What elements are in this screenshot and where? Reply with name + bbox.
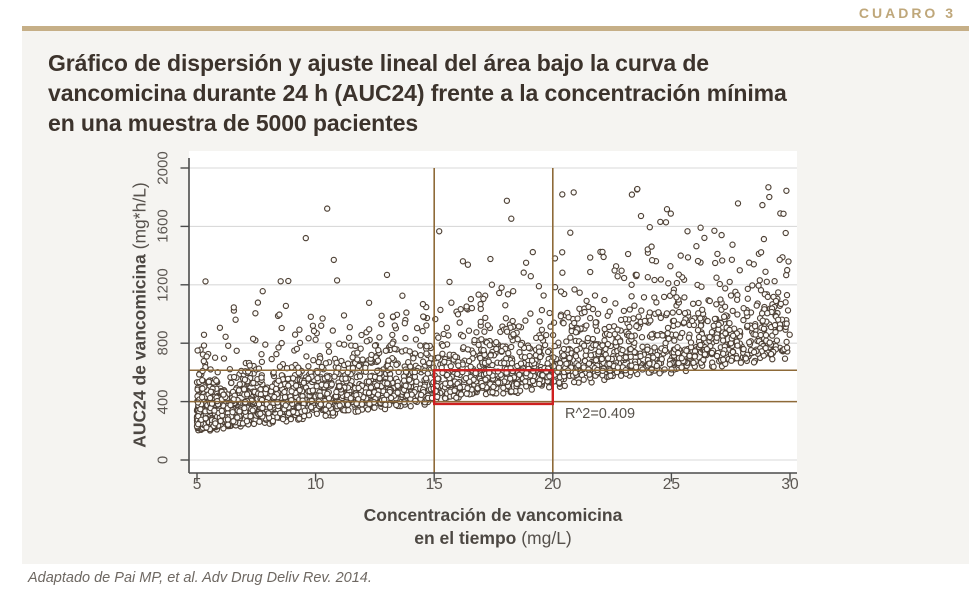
figure-title-line2: vancomicina durante 24 h (AUC24) frente … xyxy=(48,79,787,106)
y-axis-label-text: AUC24 de vancomicina xyxy=(129,254,150,448)
x-axis-label: Concentración de vancomicina en el tiemp… xyxy=(364,504,623,550)
y-tick-label-400: 400 xyxy=(154,389,172,415)
x-tick-label-20: 20 xyxy=(544,476,562,493)
y-axis-label-units: (mg*h/L) xyxy=(129,182,150,255)
highlight-box xyxy=(433,369,555,406)
figure-title-line1: Gráfico de dispersión y ajuste lineal de… xyxy=(48,50,709,76)
source-footnote: Adaptado de Pai MP, et al. Adv Drug Deli… xyxy=(28,570,372,586)
y-tick-label-1600: 1600 xyxy=(154,209,172,244)
x-tick-label-15: 15 xyxy=(425,476,443,493)
x-tick-label-10: 10 xyxy=(306,476,325,493)
figure-card: Gráfico de dispersión y ajuste lineal de… xyxy=(22,31,969,564)
figure-title: Gráfico de dispersión y ajuste lineal de… xyxy=(48,49,958,139)
y-tick-label-1200: 1200 xyxy=(154,268,172,302)
scatter-chart: AUC24 de vancomicina (mg*h/L) 0 400 800 120… xyxy=(22,31,969,564)
x-tick-label-5: 5 xyxy=(192,476,202,493)
cuadro-number-label: CUADRO 3 xyxy=(858,5,956,21)
y-axis-label: AUC24 de vancomicina (mg*h/L) xyxy=(130,182,151,448)
x-tick-label-25: 25 xyxy=(662,476,681,493)
figure-title-line3: en una muestra de 5000 pacientes xyxy=(48,109,419,136)
scatter-points xyxy=(193,184,793,434)
y-tick-label-800: 800 xyxy=(154,330,172,356)
y-tick-label-2000: 2000 xyxy=(154,151,172,185)
x-tick-label-30: 30 xyxy=(781,476,799,493)
scatter-plot-canvas xyxy=(180,151,797,482)
x-axis-label-line2: en el tiempo xyxy=(414,528,517,549)
x-axis-label-units: (mg/L) xyxy=(516,528,572,549)
r-squared-annotation: R^2=0.409 xyxy=(565,406,636,422)
y-tick-label-0: 0 xyxy=(154,455,172,465)
x-axis-label-line1: Concentración de vancomicina xyxy=(363,505,623,525)
accent-top-bar xyxy=(22,26,969,31)
